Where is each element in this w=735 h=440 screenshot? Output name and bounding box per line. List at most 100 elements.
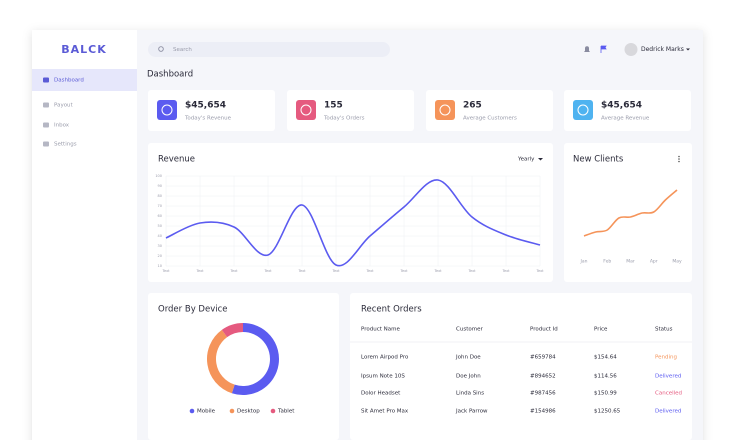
donut-segment xyxy=(207,329,235,394)
sidebar xyxy=(32,30,137,440)
table-header: Price xyxy=(594,327,608,333)
y-tick-label: 100 xyxy=(155,174,162,178)
avatar[interactable] xyxy=(624,43,638,56)
revenue-card xyxy=(148,143,553,282)
x-tick-label: Text xyxy=(161,269,170,273)
stat-card xyxy=(287,90,414,131)
y-tick-label: 80 xyxy=(158,194,162,198)
y-tick-label: 60 xyxy=(158,214,162,218)
y-tick-label: 10 xyxy=(158,264,162,268)
y-tick-label: 50 xyxy=(158,224,162,228)
x-tick-label: May xyxy=(672,259,682,265)
table-cell: $150.99 xyxy=(594,391,617,397)
clients-card xyxy=(564,143,692,282)
menu-icon xyxy=(43,77,49,83)
stat-glyph xyxy=(300,104,312,116)
menu-icon xyxy=(43,141,49,147)
stat-value: 155 xyxy=(324,101,343,111)
y-tick-label: 20 xyxy=(158,254,162,258)
table-cell: Delivered xyxy=(655,409,681,415)
x-tick-label: Text xyxy=(195,269,204,273)
stat-value: $45,654 xyxy=(185,101,226,111)
menu-item[interactable]: Inbox xyxy=(54,123,70,129)
bell-icon[interactable] xyxy=(584,46,590,52)
stat-icon xyxy=(435,100,455,120)
x-tick-label: Jan xyxy=(580,259,588,265)
table-cell: $1250.65 xyxy=(594,409,621,415)
menu-icon xyxy=(43,122,49,128)
line-series xyxy=(583,189,678,237)
stat-icon xyxy=(157,100,177,120)
table-cell: Ipsum Note 10S xyxy=(361,374,405,380)
menu-icon xyxy=(43,102,49,108)
flag-icon[interactable] xyxy=(600,45,607,53)
x-tick-label: Feb xyxy=(603,259,611,265)
table-cell: Delivered xyxy=(655,374,681,380)
x-tick-label: Text xyxy=(433,269,442,273)
search-box[interactable] xyxy=(148,42,390,57)
table-cell: #894652 xyxy=(530,374,556,380)
brand: BALCK xyxy=(61,43,107,56)
orders-title: Recent Orders xyxy=(361,305,422,315)
table-header: Product Name xyxy=(361,327,400,333)
menu-item[interactable]: Payout xyxy=(54,103,74,109)
table-cell: $154.64 xyxy=(594,355,617,361)
table-cell: Cancelled xyxy=(655,391,682,397)
table-cell: #154986 xyxy=(530,409,556,415)
y-tick-label: 70 xyxy=(158,204,162,208)
x-tick-label: Text xyxy=(263,269,272,273)
table-header: Status xyxy=(655,327,673,333)
table-header: Customer xyxy=(456,327,483,333)
table-cell: Lorem Airpod Pro xyxy=(361,355,409,361)
stat-label: Today's Orders xyxy=(323,116,365,122)
plots: 10 20 30 40 50 60 70 80 90 100 Text Text Text Text Tex… xyxy=(155,174,682,415)
table-cell: Sit Amet Pro Max xyxy=(361,409,409,415)
device-card xyxy=(148,293,339,440)
stat-card xyxy=(426,90,553,131)
legend-label: Tablet xyxy=(277,409,295,415)
stat-value: $45,654 xyxy=(601,101,642,111)
x-tick-label: Mar xyxy=(626,259,635,265)
x-tick-label: Text xyxy=(535,269,544,273)
table-cell: Dolor Headset xyxy=(361,391,401,397)
stat-label: Average Revenue xyxy=(601,116,650,122)
donut-segment xyxy=(221,323,244,338)
period-select[interactable]: Yearly xyxy=(517,157,535,163)
x-tick-label: Text xyxy=(297,269,306,273)
table-cell: Linda Sins xyxy=(456,391,484,397)
legend-label: Desktop xyxy=(237,409,260,415)
table-cell: Doe John xyxy=(456,374,481,380)
table-cell: #659784 xyxy=(530,355,556,361)
stat-label: Today's Revenue xyxy=(184,116,232,122)
user-caret[interactable] xyxy=(686,48,690,51)
table-cell: #987456 xyxy=(530,391,556,397)
orders-card xyxy=(350,293,692,440)
stat-glyph xyxy=(161,104,173,116)
user-name[interactable]: Dedrick Marks xyxy=(641,46,684,53)
period-caret[interactable] xyxy=(538,158,543,161)
table-header: Product Id xyxy=(530,327,558,333)
legend-label: Mobile xyxy=(197,409,216,415)
line-series xyxy=(165,179,541,267)
x-tick-label: Text xyxy=(229,269,238,273)
page-title: Dashboard xyxy=(147,70,193,80)
menu: Dashboard Payout Inbox Settings xyxy=(32,69,137,148)
stat-icon xyxy=(296,100,316,120)
menu-active xyxy=(32,69,137,91)
stat-icon xyxy=(573,100,593,120)
search-icon xyxy=(158,46,164,52)
kebab-menu[interactable] xyxy=(678,155,680,163)
x-tick-label: Text xyxy=(365,269,374,273)
y-tick-label: 40 xyxy=(158,234,162,238)
x-tick-label: Text xyxy=(399,269,408,273)
table-cell: John Doe xyxy=(455,355,481,361)
stat-card xyxy=(564,90,691,131)
table-cell: $114.56 xyxy=(594,374,617,380)
menu-item[interactable]: Dashboard xyxy=(54,78,84,84)
search-placeholder: Search xyxy=(173,47,192,53)
x-tick-label: Text xyxy=(501,269,510,273)
table-cell: Jack Parrow xyxy=(455,409,488,415)
menu-item[interactable]: Settings xyxy=(54,142,77,148)
